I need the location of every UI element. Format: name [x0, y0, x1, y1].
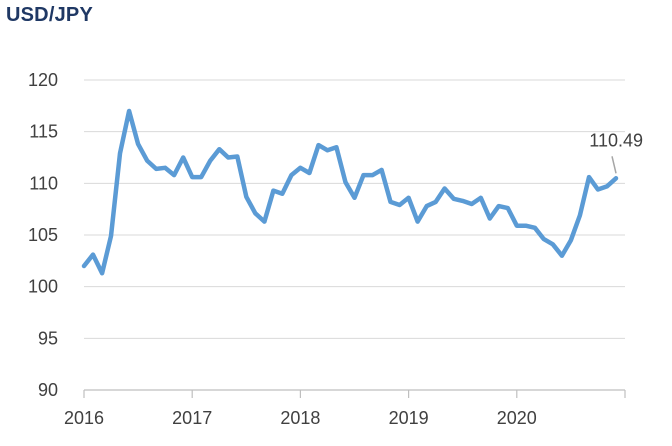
annotation-leader — [611, 156, 617, 174]
y-tick-label: 100 — [28, 277, 58, 297]
x-tick-label: 2020 — [497, 408, 537, 428]
x-tick-label: 2019 — [389, 408, 429, 428]
x-tick-label: 2016 — [64, 408, 104, 428]
x-tick-label: 2017 — [172, 408, 212, 428]
y-tick-label: 120 — [28, 70, 58, 90]
y-tick-label: 115 — [29, 122, 58, 142]
annotation-label: 110.49 — [589, 130, 643, 150]
series-group — [81, 108, 619, 276]
x-axis-ticks: 2016 2017 2018 2019 2020 — [64, 408, 537, 428]
y-axis-ticks: 90 95 100 105 110 115 120 — [28, 70, 58, 400]
y-tick-label: 105 — [28, 225, 58, 245]
annotations: 110.49 — [589, 130, 643, 174]
series-line-0 — [81, 108, 619, 276]
x-axis — [83, 389, 626, 398]
y-tick-label: 90 — [38, 380, 58, 400]
x-tick-label: 2018 — [280, 408, 320, 428]
grid-lines — [84, 79, 625, 339]
y-tick-label: 95 — [38, 328, 58, 348]
chart-title: USD/JPY — [6, 4, 93, 26]
y-tick-label: 110 — [29, 173, 58, 193]
